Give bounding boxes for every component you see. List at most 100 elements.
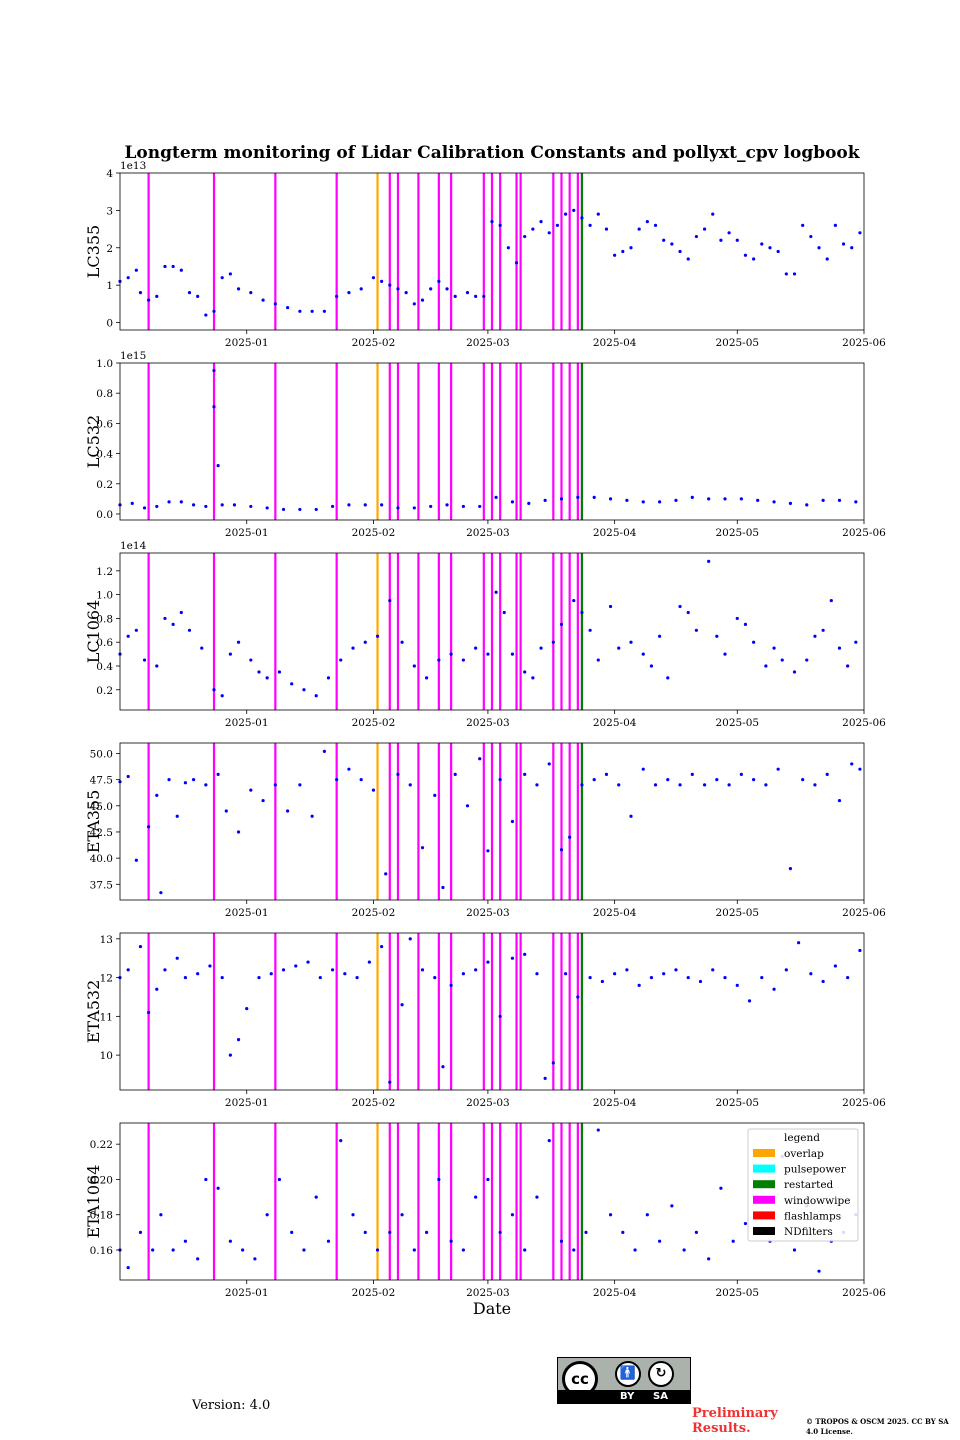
data-point	[854, 500, 858, 504]
data-point	[584, 1230, 588, 1234]
data-point	[465, 291, 470, 295]
data-point	[396, 506, 400, 510]
data-point	[465, 804, 470, 808]
x-tick-label: 2025-01	[225, 907, 269, 919]
legend-swatch-pulsepower	[753, 1164, 775, 1173]
data-point	[179, 500, 183, 504]
data-point	[535, 1195, 539, 1199]
data-point	[658, 500, 662, 504]
by-person-icon: 🚹	[615, 1361, 641, 1387]
data-point	[563, 212, 568, 216]
data-point	[269, 972, 273, 976]
data-point	[380, 503, 384, 507]
y-tick-label: 0.4	[96, 661, 113, 673]
y-tick-label: 40.0	[90, 853, 113, 865]
legend-label: windowwipe	[784, 1195, 850, 1207]
data-point	[363, 1230, 367, 1234]
data-point	[523, 952, 527, 956]
data-point	[461, 658, 465, 662]
data-point	[261, 298, 265, 302]
data-point	[482, 294, 486, 298]
data-point	[335, 294, 339, 298]
data-point	[134, 858, 138, 862]
data-point	[756, 498, 760, 502]
data-point	[563, 972, 568, 976]
data-point	[645, 219, 649, 224]
data-point	[396, 772, 400, 777]
data-point	[617, 646, 621, 650]
x-tick-label: 2025-05	[715, 337, 759, 349]
data-point	[187, 291, 192, 295]
data-point	[388, 1080, 392, 1084]
data-point	[347, 291, 351, 295]
data-point	[690, 772, 694, 777]
data-point	[126, 968, 130, 972]
data-point	[837, 798, 842, 803]
data-point	[474, 294, 478, 298]
data-point	[212, 405, 216, 409]
panel-frame	[119, 552, 865, 711]
data-point	[559, 1239, 564, 1243]
data-point	[412, 1248, 416, 1252]
data-point	[805, 658, 809, 662]
data-point	[662, 238, 666, 242]
data-point	[735, 616, 739, 621]
data-point	[523, 772, 527, 777]
y-tick-label: 2	[106, 243, 113, 255]
data-point	[776, 767, 780, 771]
data-point	[277, 670, 282, 674]
x-tick-label: 2025-05	[715, 1287, 759, 1299]
x-tick-label: 2025-04	[593, 907, 637, 919]
data-point	[784, 272, 788, 276]
data-point	[613, 253, 617, 257]
panel-frame	[119, 932, 865, 1091]
data-point	[302, 688, 306, 692]
data-point	[249, 504, 253, 509]
data-point	[621, 249, 625, 254]
y-tick-label: 0.6	[96, 418, 113, 430]
data-point	[670, 242, 674, 246]
legend-swatch-flashlamps	[753, 1211, 775, 1220]
data-point	[633, 1248, 637, 1252]
x-tick-label: 2025-03	[466, 717, 510, 729]
cc-license-badge[interactable]: cc 🚹 ↻ BY SA	[557, 1357, 691, 1404]
panel-frame	[119, 362, 865, 521]
data-point	[764, 783, 768, 787]
x-tick-label: 2025-01	[225, 1287, 269, 1299]
data-point	[253, 1257, 257, 1261]
legend-swatch-windowwipe	[753, 1195, 775, 1204]
data-point	[486, 652, 490, 656]
data-point	[171, 622, 175, 626]
data-point	[531, 676, 535, 680]
data-point	[249, 788, 253, 792]
data-point	[130, 501, 134, 505]
data-point	[604, 227, 609, 231]
data-point	[257, 975, 261, 980]
y-tick-label: 1	[106, 280, 113, 292]
data-point	[367, 960, 371, 964]
data-point	[412, 664, 416, 668]
data-point	[514, 261, 519, 265]
data-point	[559, 497, 564, 501]
data-point	[678, 783, 682, 787]
x-tick-label: 2025-01	[225, 337, 269, 349]
data-point	[220, 276, 224, 280]
data-point	[445, 287, 449, 291]
data-point	[224, 809, 228, 813]
data-point	[588, 975, 592, 980]
y-tick-label: 45.0	[90, 801, 113, 813]
data-point	[220, 694, 224, 698]
x-tick-label: 2025-06	[842, 1097, 886, 1109]
data-point	[559, 622, 564, 626]
data-point	[437, 658, 441, 662]
data-point	[196, 972, 200, 976]
data-point	[236, 287, 241, 291]
data-point	[510, 819, 515, 824]
data-point	[572, 1248, 576, 1252]
data-point	[159, 891, 163, 895]
data-point	[833, 223, 837, 227]
data-point	[846, 664, 850, 668]
data-point	[809, 972, 813, 976]
data-point	[228, 652, 232, 656]
data-point	[498, 778, 502, 782]
